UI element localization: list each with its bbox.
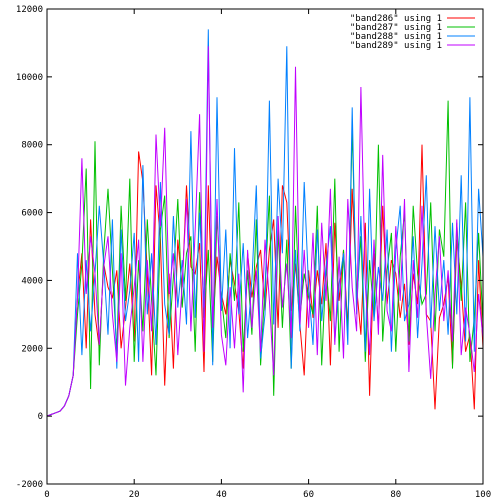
x-tick-label: 60 bbox=[303, 490, 314, 500]
legend-label: "band286" using 1 bbox=[350, 14, 442, 24]
y-tick-label: 6000 bbox=[21, 209, 43, 219]
x-tick-label: 0 bbox=[44, 490, 49, 500]
chart-legend: "band286" using 1"band287" using 1"band2… bbox=[350, 14, 475, 51]
series-line-3 bbox=[46, 29, 484, 417]
legend-label: "band287" using 1 bbox=[350, 23, 442, 33]
y-tick-label: 10000 bbox=[16, 73, 43, 83]
x-tick-label: 80 bbox=[390, 490, 401, 500]
y-tick-label: 4000 bbox=[21, 276, 43, 286]
x-tick-label: 100 bbox=[475, 490, 491, 500]
y-tick-label: 12000 bbox=[16, 5, 43, 15]
x-tick-label: 40 bbox=[216, 490, 227, 500]
y-tick-label: 8000 bbox=[21, 141, 43, 151]
plot-frame bbox=[46, 8, 484, 485]
y-tick-label: -2000 bbox=[16, 480, 43, 490]
y-tick-label: 2000 bbox=[21, 344, 43, 354]
legend-label: "band289" using 1 bbox=[350, 41, 442, 51]
series-line-4 bbox=[46, 46, 484, 417]
x-tick-label: 20 bbox=[129, 490, 140, 500]
series-line-2 bbox=[46, 100, 484, 417]
plot-area bbox=[46, 29, 484, 417]
y-tick-label: 0 bbox=[38, 412, 43, 422]
legend-label: "band288" using 1 bbox=[350, 32, 442, 42]
